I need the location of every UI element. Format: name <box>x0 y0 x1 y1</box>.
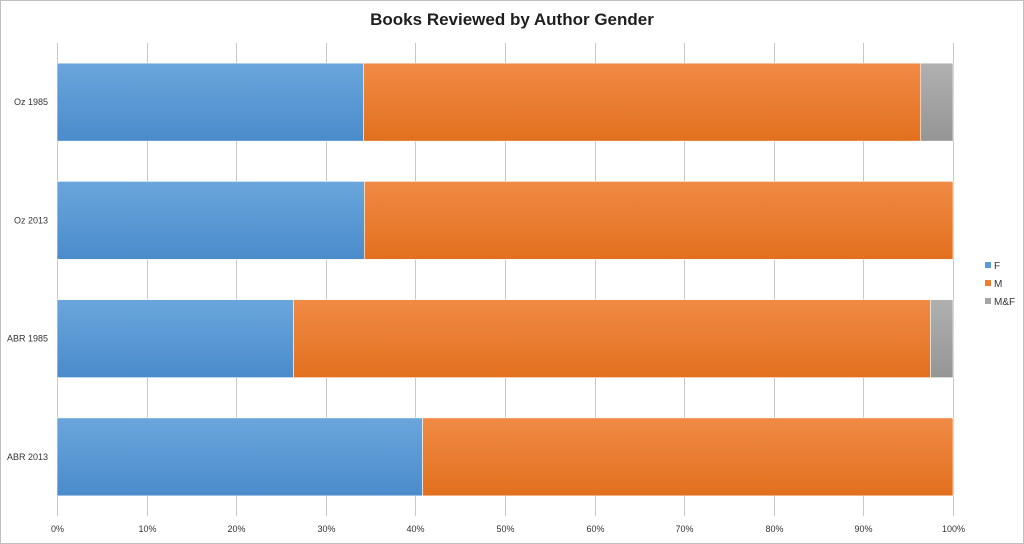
legend-swatch-m <box>985 280 991 286</box>
x-tick-label: 0% <box>51 524 64 534</box>
bar-f-3 <box>56 417 423 497</box>
bar-f-2 <box>56 299 294 378</box>
x-tick-label: 10% <box>138 524 156 534</box>
legend-label: M <box>994 279 1002 290</box>
bar-f-0 <box>56 62 364 142</box>
category-label: ABR 2013 <box>7 452 48 462</box>
x-tick-label: 70% <box>675 524 693 534</box>
bar-m-3 <box>422 417 954 497</box>
x-tick-label: 60% <box>586 524 604 534</box>
bar-mf-0 <box>920 62 954 142</box>
x-tick-label: 50% <box>496 524 514 534</box>
category-label: ABR 1985 <box>7 334 48 344</box>
x-tick-label: 30% <box>317 524 335 534</box>
x-tick-label: 100% <box>942 524 965 534</box>
x-tick-label: 40% <box>406 524 424 534</box>
x-tick-label: 90% <box>854 524 872 534</box>
axis-labels: 0% 10% 20% 30% 40% 50% 60% 70% 80% 90% 100% Oz 1985… <box>7 97 965 534</box>
bars <box>56 62 954 497</box>
legend: FM M&F <box>985 261 1015 308</box>
x-tick-label: 20% <box>227 524 245 534</box>
legend-label: F <box>994 261 1000 272</box>
category-label: Oz 2013 <box>14 215 48 225</box>
x-tick-label: 80% <box>765 524 783 534</box>
bar-m-0 <box>363 62 922 142</box>
category-label: Oz 1985 <box>14 97 48 107</box>
chart-title: Books Reviewed by Author Gender <box>370 10 654 29</box>
bar-m-2 <box>293 299 931 378</box>
bar-f-1 <box>56 181 365 260</box>
legend-swatch-f <box>985 262 991 268</box>
legend-swatch-mf <box>985 298 991 304</box>
bar-mf-2 <box>930 299 954 378</box>
legend-label: M&F <box>994 297 1015 308</box>
bar-m-1 <box>364 181 954 260</box>
